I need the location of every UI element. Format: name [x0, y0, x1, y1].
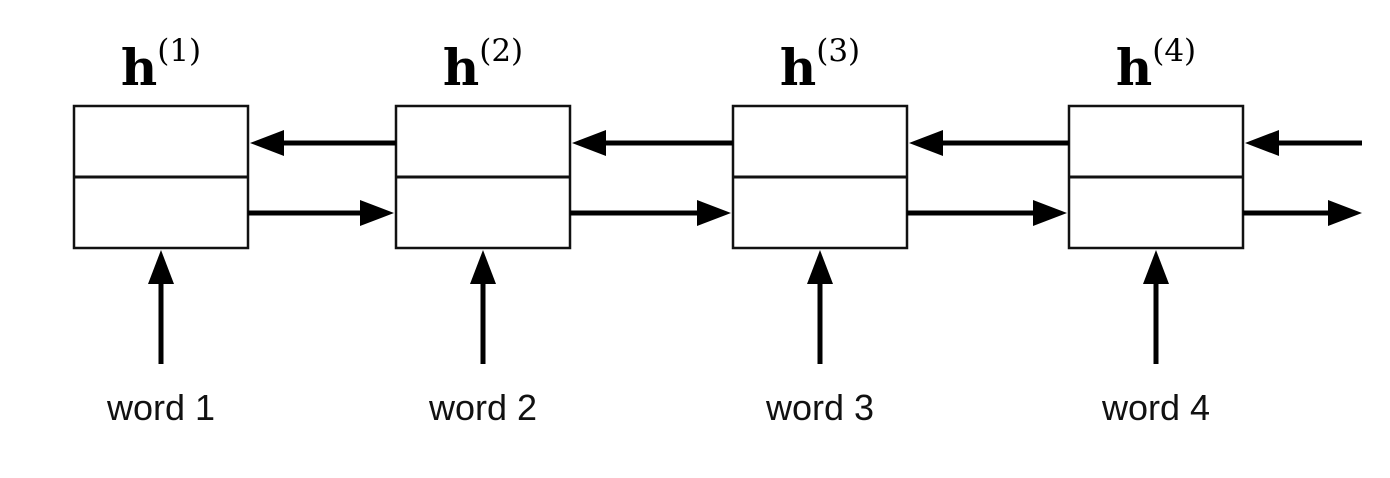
hidden-state-superscript: (4) [1152, 33, 1196, 69]
input-arrow-4-head [1143, 250, 1169, 284]
hidden-state-label: h(2) [443, 33, 523, 97]
input-arrow-4 [1143, 250, 1169, 364]
forward-arrow-4-head [1328, 200, 1362, 226]
input-arrow-2-head [470, 250, 496, 284]
backward-arrow-2-head [572, 130, 606, 156]
backward-arrow-1 [250, 130, 396, 156]
backward-arrow-3 [909, 130, 1069, 156]
input-arrow-1 [148, 250, 174, 364]
word-label: word 4 [1101, 387, 1210, 428]
forward-arrow-1 [248, 200, 394, 226]
hidden-state-superscript: (3) [816, 33, 860, 69]
backward-arrow-1-head [250, 130, 284, 156]
hidden-state-symbol: h [780, 38, 816, 97]
input-arrow-1-head [148, 250, 174, 284]
backward-arrow-3-head [909, 130, 943, 156]
word-label: word 3 [765, 387, 874, 428]
rnn-cell-3: h(3) word 3 [731, 33, 909, 428]
forward-arrow-1-head [360, 200, 394, 226]
hidden-state-symbol: h [1116, 38, 1152, 97]
backward-arrow-4-head [1245, 130, 1279, 156]
forward-arrow-2 [570, 200, 731, 226]
word-label: word 2 [428, 387, 537, 428]
hidden-state-superscript: (2) [479, 33, 523, 69]
input-arrow-3 [807, 250, 833, 364]
backward-arrow-4 [1245, 130, 1362, 156]
hidden-state-label: h(1) [121, 33, 201, 97]
forward-arrow-3 [907, 200, 1067, 226]
hidden-state-label: h(3) [780, 33, 860, 97]
rnn-cell-4: h(4) word 4 [1067, 33, 1245, 428]
hidden-state-superscript: (1) [157, 33, 201, 69]
word-label: word 1 [106, 387, 215, 428]
rnn-cell-2: h(2) word 2 [394, 33, 572, 428]
hidden-state-symbol: h [121, 38, 157, 97]
forward-arrow-2-head [697, 200, 731, 226]
forward-arrow-4 [1243, 200, 1362, 226]
hidden-state-label: h(4) [1116, 33, 1196, 97]
hidden-state-symbol: h [443, 38, 479, 97]
input-arrow-3-head [807, 250, 833, 284]
forward-arrow-3-head [1033, 200, 1067, 226]
backward-arrow-2 [572, 130, 733, 156]
rnn-cell-1: h(1) word 1 [72, 33, 250, 428]
input-arrow-2 [470, 250, 496, 364]
